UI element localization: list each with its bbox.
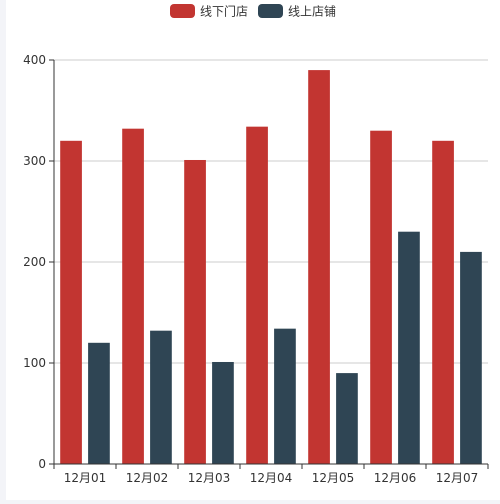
y-tick-label: 200 xyxy=(23,255,46,269)
bars[interactable] xyxy=(60,70,482,465)
bar[interactable] xyxy=(150,330,172,464)
x-tick-label: 12月07 xyxy=(436,471,479,485)
bar[interactable] xyxy=(336,373,358,464)
bar[interactable] xyxy=(122,128,144,464)
x-tick-label: 12月04 xyxy=(250,471,293,485)
y-tick-label: 0 xyxy=(38,457,46,471)
bar[interactable] xyxy=(274,328,296,464)
legend-swatch xyxy=(258,4,283,18)
x-tick-label: 12月03 xyxy=(188,471,231,485)
x-tick-label: 12月02 xyxy=(126,471,169,485)
legend-item[interactable]: 线下门店 xyxy=(170,4,248,19)
bar[interactable] xyxy=(184,159,206,465)
x-tick-label: 12月01 xyxy=(64,471,107,485)
legend-item[interactable]: 线上店铺 xyxy=(258,4,336,19)
y-tick-label: 300 xyxy=(23,154,46,168)
bar[interactable] xyxy=(60,140,82,465)
bar[interactable] xyxy=(398,231,420,464)
axes: 0 100 200 300 400 12月01 12月02 12月03 12月04 12月05 12… xyxy=(23,53,489,485)
x-tick-label: 12月06 xyxy=(374,471,417,485)
bar[interactable] xyxy=(212,361,234,464)
bar[interactable] xyxy=(88,342,110,464)
x-tick-label: 12月05 xyxy=(312,471,355,485)
legend[interactable]: 线下门店 线上店铺 xyxy=(170,4,336,19)
bar[interactable] xyxy=(308,70,330,464)
grid-lines xyxy=(54,59,488,364)
bar[interactable] xyxy=(370,130,392,464)
bar[interactable] xyxy=(432,140,454,465)
chart-card: 线下门店 线上店铺 0 100 200 300 400 12月01 12月02 12月03 12月… xyxy=(6,0,500,500)
y-tick-label: 400 xyxy=(23,53,46,67)
bar[interactable] xyxy=(246,126,268,464)
y-tick-label: 100 xyxy=(23,356,46,370)
legend-swatch xyxy=(170,4,195,18)
legend-label: 线下门店 xyxy=(200,4,248,19)
bar-chart: 线下门店 线上店铺 0 100 200 300 400 12月01 12月02 12月03 12月… xyxy=(23,4,489,485)
bar[interactable] xyxy=(460,251,482,464)
legend-label: 线上店铺 xyxy=(288,5,336,19)
